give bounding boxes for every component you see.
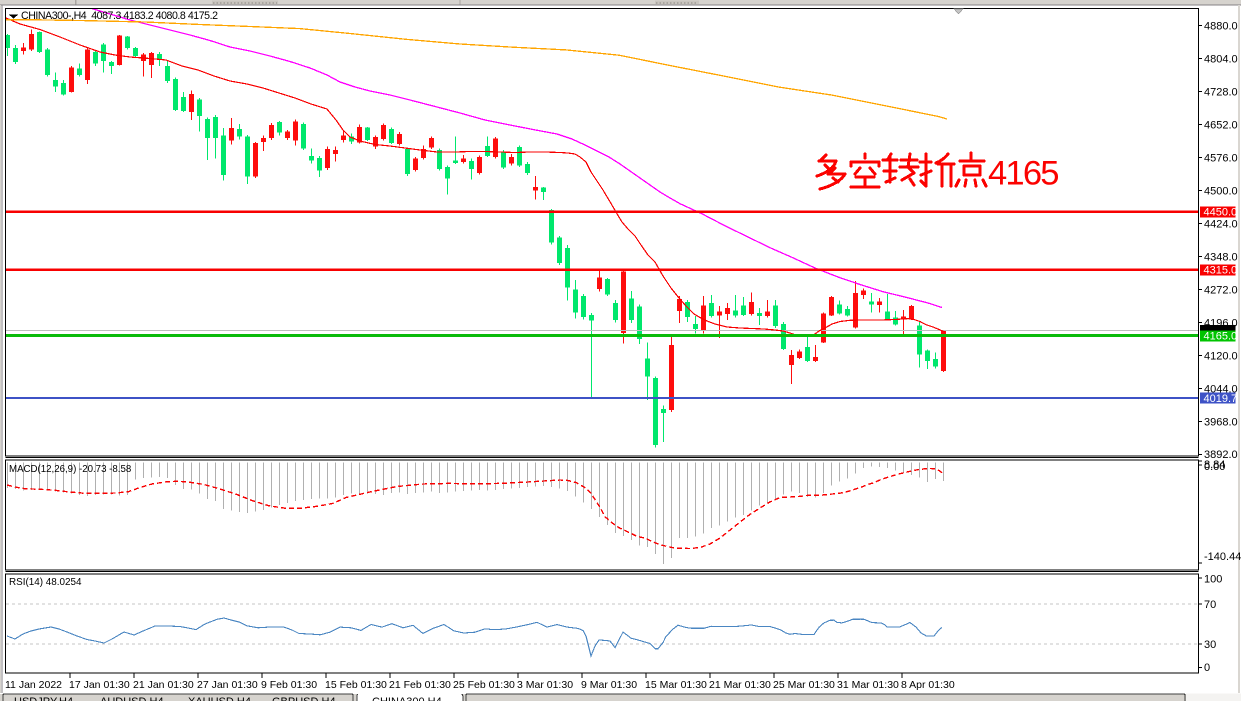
svg-text:30: 30 xyxy=(1204,639,1216,651)
svg-text:3892.0: 3892.0 xyxy=(1204,449,1238,461)
svg-text:31 Mar 01:30: 31 Mar 01:30 xyxy=(837,679,899,691)
svg-text:4500.0: 4500.0 xyxy=(1204,185,1238,197)
svg-text:3 Mar 01:30: 3 Mar 01:30 xyxy=(517,679,573,691)
svg-text:CHINA300,H4: CHINA300,H4 xyxy=(372,696,442,701)
svg-text:4880.0: 4880.0 xyxy=(1204,20,1238,32)
svg-text:RSI(14) 48.0254: RSI(14) 48.0254 xyxy=(9,577,82,588)
svg-text:4424.0: 4424.0 xyxy=(1204,218,1238,230)
svg-text:-140.44: -140.44 xyxy=(1204,551,1241,563)
svg-text:MACD(12,26,9) -20.73 -8.58: MACD(12,26,9) -20.73 -8.58 xyxy=(9,464,131,475)
svg-text:4165: 4165 xyxy=(988,155,1058,193)
svg-text:0.00: 0.00 xyxy=(1204,461,1225,473)
svg-text:XAUUSD,H4: XAUUSD,H4 xyxy=(188,696,251,701)
svg-text:70: 70 xyxy=(1204,599,1216,611)
svg-text:CHINA300-,H4 4087.3 4183.2 40: CHINA300-,H4 4087.3 4183.2 4080.8 4175.2 xyxy=(21,10,218,22)
svg-text:8 Apr 01:30: 8 Apr 01:30 xyxy=(901,679,955,691)
svg-text:21 Mar 01:30: 21 Mar 01:30 xyxy=(709,679,771,691)
svg-text:4272.0: 4272.0 xyxy=(1204,284,1238,296)
svg-text:4804.0: 4804.0 xyxy=(1204,53,1238,65)
svg-text:15 Mar 01:30: 15 Mar 01:30 xyxy=(645,679,707,691)
svg-text:4652.0: 4652.0 xyxy=(1204,119,1238,131)
svg-text:27 Jan 01:30: 27 Jan 01:30 xyxy=(197,679,258,691)
svg-text:4120.0: 4120.0 xyxy=(1204,350,1238,362)
svg-text:25 Mar 01:30: 25 Mar 01:30 xyxy=(773,679,835,691)
svg-text:8.84: 8.84 xyxy=(1204,459,1225,471)
svg-text:4348.0: 4348.0 xyxy=(1204,251,1238,263)
svg-text:9 Feb 01:30: 9 Feb 01:30 xyxy=(261,679,317,691)
svg-text:GBPUSD,H4: GBPUSD,H4 xyxy=(272,696,336,701)
svg-text:3968.0: 3968.0 xyxy=(1204,416,1238,428)
svg-text:4315.0: 4315.0 xyxy=(1204,265,1238,277)
svg-text:21 Jan 01:30: 21 Jan 01:30 xyxy=(133,679,194,691)
svg-text:21 Feb 01:30: 21 Feb 01:30 xyxy=(389,679,451,691)
svg-text:USDJPY,H4: USDJPY,H4 xyxy=(14,696,73,701)
svg-text:AUDUSD,H4: AUDUSD,H4 xyxy=(100,696,164,701)
svg-text:4044.0: 4044.0 xyxy=(1204,383,1238,395)
svg-text:4576.0: 4576.0 xyxy=(1204,152,1238,164)
svg-text:4165.0: 4165.0 xyxy=(1204,331,1238,343)
svg-text:0: 0 xyxy=(1204,662,1210,674)
svg-text:100: 100 xyxy=(1204,574,1222,586)
svg-text:4728.0: 4728.0 xyxy=(1204,86,1238,98)
svg-text:4019.7: 4019.7 xyxy=(1204,393,1238,405)
svg-text:11 Jan 2022: 11 Jan 2022 xyxy=(5,679,62,691)
svg-text:17 Jan 01:30: 17 Jan 01:30 xyxy=(69,679,130,691)
svg-text:25 Feb 01:30: 25 Feb 01:30 xyxy=(453,679,515,691)
svg-text:9 Mar 01:30: 9 Mar 01:30 xyxy=(581,679,637,691)
svg-text:4450.0: 4450.0 xyxy=(1204,207,1238,219)
svg-text:15 Feb 01:30: 15 Feb 01:30 xyxy=(325,679,387,691)
